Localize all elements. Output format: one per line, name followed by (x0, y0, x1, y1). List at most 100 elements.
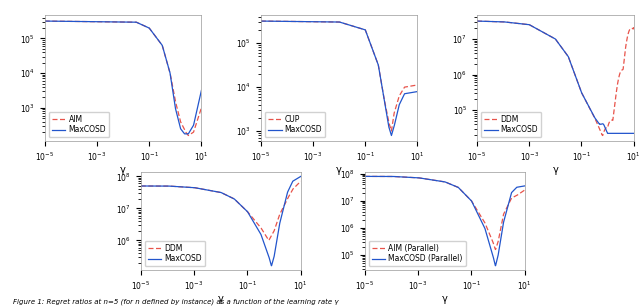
MaxCOSD (268, 264, 275, 267)
MaxCOSD (160, 48, 168, 52)
MaxCOSD (Parallel) (492, 264, 499, 267)
X-axis label: γ: γ (120, 165, 126, 175)
MaxCOSD (141, 24, 148, 28)
Line: DDM: DDM (477, 21, 634, 135)
CUP (413, 83, 421, 87)
MaxCOSD (239, 205, 246, 209)
MaxCOSD (Parallel) (454, 185, 461, 189)
AIM (Parallel) (499, 216, 507, 220)
AIM (Parallel) (483, 224, 490, 228)
Line: DDM: DDM (141, 181, 301, 240)
MaxCOSD (136, 22, 144, 25)
MaxCOSD (259, 236, 266, 240)
DDM (473, 19, 481, 23)
CUP (376, 71, 383, 75)
Legend: AIM, MaxCOSD: AIM, MaxCOSD (49, 112, 109, 138)
Legend: CUP, MaxCOSD: CUP, MaxCOSD (265, 112, 325, 138)
Line: AIM: AIM (45, 21, 202, 135)
MaxCOSD (Parallel) (499, 225, 507, 229)
MaxCOSD (630, 131, 637, 135)
CUP (357, 27, 365, 30)
AIM (160, 48, 168, 52)
AIM (51, 19, 58, 23)
MaxCOSD (Parallel) (463, 194, 470, 198)
AIM (Parallel) (361, 175, 369, 178)
CUP (348, 24, 356, 28)
MaxCOSD (297, 175, 305, 178)
MaxCOSD (267, 19, 275, 23)
MaxCOSD (41, 19, 49, 23)
AIM (Parallel) (492, 248, 499, 251)
AIM (136, 22, 144, 25)
MaxCOSD (51, 19, 58, 23)
AIM (198, 106, 205, 110)
X-axis label: γ: γ (336, 165, 342, 175)
AIM (132, 20, 140, 24)
AIM (Parallel) (371, 175, 378, 178)
MaxCOSD (388, 134, 396, 137)
MaxCOSD (275, 227, 283, 231)
Line: AIM (Parallel): AIM (Parallel) (365, 177, 525, 250)
DDM (234, 200, 242, 204)
MaxCOSD (376, 71, 383, 75)
MaxCOSD (348, 24, 356, 28)
DDM (483, 19, 490, 23)
MaxCOSD (147, 184, 154, 188)
Legend: DDM, MaxCOSD: DDM, MaxCOSD (145, 241, 205, 266)
MaxCOSD (604, 131, 611, 135)
DDM (599, 134, 607, 137)
MaxCOSD (257, 19, 265, 23)
CUP (388, 129, 396, 133)
DDM (275, 215, 283, 219)
Legend: AIM (Parallel), MaxCOSD (Parallel): AIM (Parallel), MaxCOSD (Parallel) (369, 241, 466, 266)
MaxCOSD (392, 117, 400, 120)
AIM (141, 24, 148, 28)
MaxCOSD (473, 19, 481, 23)
Line: MaxCOSD: MaxCOSD (261, 21, 417, 135)
DDM (265, 239, 273, 242)
MaxCOSD (Parallel) (371, 175, 378, 178)
MaxCOSD (Parallel) (483, 231, 490, 235)
CUP (267, 19, 275, 23)
Line: MaxCOSD: MaxCOSD (45, 21, 202, 134)
CUP (392, 105, 400, 109)
MaxCOSD (483, 19, 490, 23)
MaxCOSD (564, 54, 572, 58)
MaxCOSD (198, 89, 205, 92)
Line: MaxCOSD: MaxCOSD (477, 21, 634, 133)
DDM (608, 118, 616, 122)
AIM (184, 134, 192, 137)
MaxCOSD (413, 90, 421, 93)
DDM (630, 25, 637, 29)
Legend: DDM, MaxCOSD: DDM, MaxCOSD (481, 112, 541, 138)
MaxCOSD (176, 123, 184, 127)
MaxCOSD (Parallel) (521, 184, 529, 188)
MaxCOSD (568, 65, 576, 69)
X-axis label: γ: γ (552, 165, 558, 175)
DDM (568, 65, 576, 69)
DDM (592, 119, 600, 122)
MaxCOSD (352, 25, 360, 29)
MaxCOSD (592, 117, 600, 121)
DDM (239, 205, 246, 209)
AIM (41, 19, 49, 23)
Line: MaxCOSD: MaxCOSD (141, 177, 301, 266)
MaxCOSD (180, 132, 188, 136)
MaxCOSD (137, 184, 145, 188)
X-axis label: γ: γ (442, 294, 448, 304)
AIM (Parallel) (458, 189, 466, 193)
DDM (259, 228, 266, 231)
CUP (257, 19, 265, 23)
AIM (Parallel) (454, 185, 461, 189)
MaxCOSD (132, 20, 140, 24)
Line: CUP: CUP (261, 21, 417, 131)
AIM (Parallel) (463, 194, 470, 198)
Line: MaxCOSD (Parallel): MaxCOSD (Parallel) (365, 177, 525, 266)
DDM (147, 184, 154, 188)
CUP (352, 25, 360, 29)
DDM (297, 179, 305, 183)
MaxCOSD (608, 131, 616, 135)
DDM (573, 78, 580, 82)
AIM (176, 116, 184, 120)
DDM (564, 54, 572, 58)
